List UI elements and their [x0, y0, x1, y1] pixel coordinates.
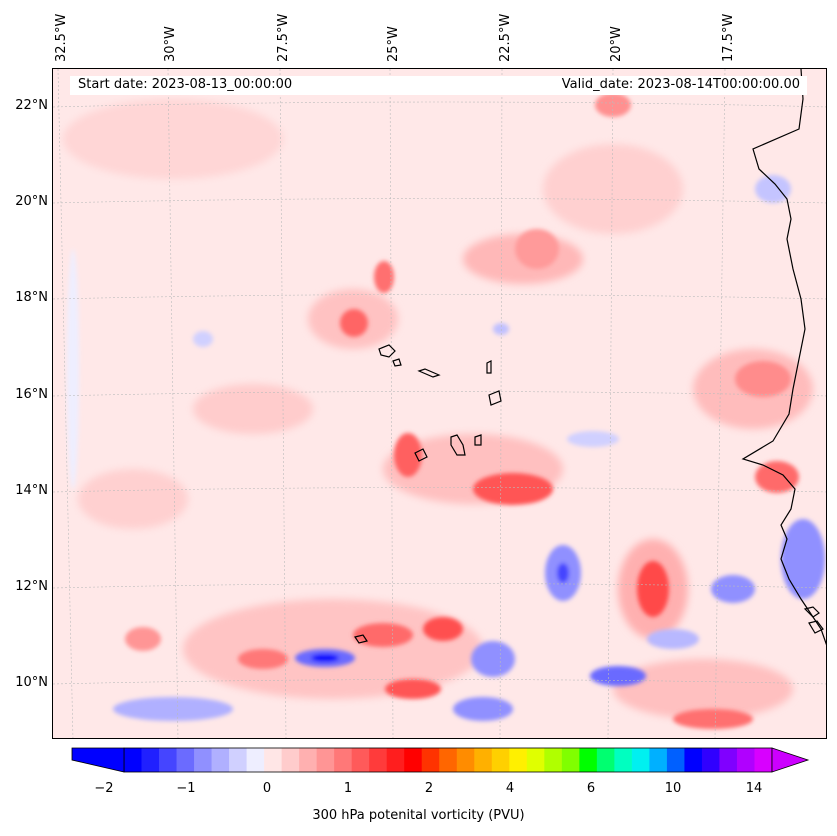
- lat-label: 20°N: [15, 194, 48, 209]
- cape-verde-sal: [486, 360, 492, 374]
- cape-verde-sao-vicente: [392, 358, 402, 367]
- parallel-14N: [53, 487, 826, 493]
- colorbar-cell: [544, 748, 563, 772]
- colorbar-tick: 1: [343, 781, 353, 796]
- africa-coast: [741, 69, 826, 646]
- colorbar-cell: [299, 748, 318, 772]
- bijagos-islands: [803, 606, 820, 618]
- cape-verde-maio: [474, 434, 482, 446]
- colorbar-cell: [439, 748, 458, 772]
- colorbar-tick: 2: [424, 781, 434, 796]
- start-date-label: Start date: 2023-08-13_00:00:00: [78, 77, 293, 92]
- lon-label: 22.5°W: [498, 13, 513, 62]
- colorbar-cell: [404, 748, 423, 772]
- colorbar-cell: [579, 748, 598, 772]
- lon-label: 25°W: [386, 26, 401, 62]
- strong-positive-regions: [125, 93, 799, 729]
- colorbar-cell: [701, 748, 720, 772]
- colorbar-tick: 14: [745, 781, 763, 796]
- colorbar-cell: [281, 748, 300, 772]
- colorbar-tick: −2: [94, 781, 114, 796]
- colorbar-cell: [666, 748, 685, 772]
- colorbar-cell: [421, 748, 440, 772]
- map-panel[interactable]: [52, 68, 827, 739]
- colorbar-cell: [526, 748, 545, 772]
- colorbar-cell: [141, 748, 160, 772]
- parallel-18N: [53, 294, 826, 300]
- cape-verde-santiago: [450, 434, 466, 456]
- colorbar-cell: [736, 748, 755, 772]
- lat-label: 16°N: [15, 387, 48, 402]
- cape-verde-santo-antao: [378, 344, 396, 358]
- lat-label: 12°N: [15, 579, 48, 594]
- parallel-16N: [53, 391, 826, 397]
- colorbar-tick: 10: [664, 781, 682, 796]
- lon-label: 20°W: [609, 26, 624, 62]
- colorbar-cell: [159, 748, 178, 772]
- colorbar-tick: 4: [505, 781, 515, 796]
- lat-label: 18°N: [15, 290, 48, 305]
- colorbar: [71, 747, 810, 773]
- valid-date-label: Valid_date: 2023-08-14T00:00:00.00: [561, 77, 800, 92]
- colorbar-cell: [264, 748, 283, 772]
- colorbar-cell: [229, 748, 248, 772]
- cape-verde-fogo: [414, 448, 428, 462]
- date-info-bar: Start date: 2023-08-13_00:00:00 Valid_da…: [70, 76, 807, 95]
- colorbar-extend-min: [71, 747, 125, 773]
- colorbar-cell: [719, 748, 738, 772]
- colorbar-cell: [754, 748, 773, 772]
- lat-label: 10°N: [15, 675, 48, 690]
- colorbar-cells: [123, 747, 773, 773]
- colorbar-cell: [351, 748, 370, 772]
- colorbar-cell: [334, 748, 353, 772]
- colorbar-tick: −1: [176, 781, 196, 796]
- coastlines: [354, 69, 826, 646]
- lon-label: 17.5°W: [721, 13, 736, 62]
- colorbar-cell: [649, 748, 668, 772]
- colorbar-cell: [369, 748, 388, 772]
- parallel-20N: [53, 198, 826, 204]
- colorbar-cell: [614, 748, 633, 772]
- lat-label: 22°N: [15, 98, 48, 113]
- colorbar-cell: [316, 748, 335, 772]
- lat-label: 14°N: [15, 483, 48, 498]
- negative-regions: [67, 175, 825, 721]
- cape-verde-brava: [354, 634, 368, 644]
- lon-label: 30°W: [163, 26, 178, 62]
- guinea-coast-island: [808, 620, 824, 634]
- colorbar-cell: [124, 748, 143, 772]
- lon-label: 32.5°W: [54, 13, 69, 62]
- lon-label: 27.5°W: [276, 13, 291, 62]
- colorbar-cell: [176, 748, 195, 772]
- colorbar-cell: [211, 748, 230, 772]
- pv-field-map: [53, 69, 826, 738]
- colorbar-tick: 0: [262, 781, 272, 796]
- colorbar-cell: [246, 748, 265, 772]
- parallel-10N: [53, 679, 826, 685]
- colorbar-extend-max: [771, 747, 810, 773]
- colorbar-cell: [596, 748, 615, 772]
- cape-verde-sao-nicolau: [417, 368, 441, 378]
- parallel-12N: [53, 583, 826, 589]
- colorbar-cell: [386, 748, 405, 772]
- colorbar-label: 300 hPa potenital vorticity (PVU): [312, 808, 525, 823]
- colorbar-tick: 6: [586, 781, 596, 796]
- colorbar-cell: [631, 748, 650, 772]
- colorbar-cell: [194, 748, 213, 772]
- cape-verde-boa-vista: [488, 390, 502, 406]
- colorbar-cell: [684, 748, 703, 772]
- graticule: [53, 69, 826, 738]
- colorbar-cell: [474, 748, 493, 772]
- parallel-22N: [53, 101, 826, 108]
- colorbar-cell: [491, 748, 510, 772]
- colorbar-cell: [561, 748, 580, 772]
- colorbar-cell: [509, 748, 528, 772]
- colorbar-cell: [456, 748, 475, 772]
